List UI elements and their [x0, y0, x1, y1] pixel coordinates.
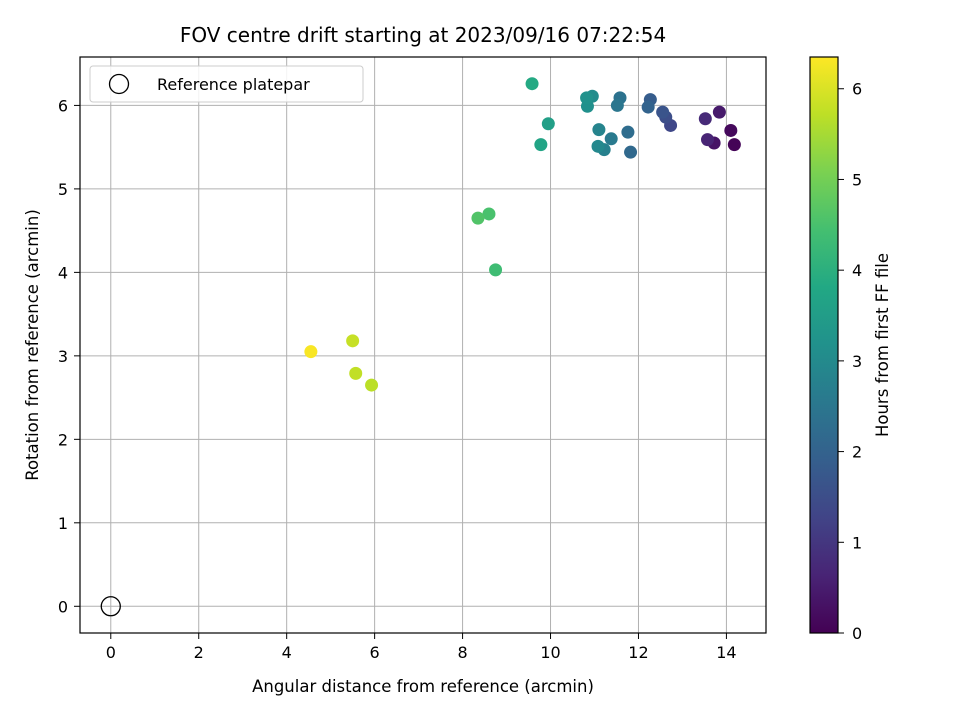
- data-point: [641, 100, 655, 114]
- reference-marker: [100, 596, 121, 617]
- data-point: [580, 91, 594, 105]
- x-tick-label: 0: [106, 643, 116, 662]
- data-point: [656, 105, 670, 119]
- y-tick-label: 4: [58, 263, 68, 282]
- legend: Reference platepar: [89, 65, 364, 103]
- data-point: [701, 133, 715, 147]
- data-point: [365, 378, 379, 392]
- colorbar-tick-label: 4: [852, 261, 862, 280]
- data-point: [489, 263, 503, 277]
- data-point: [621, 125, 635, 139]
- legend-box: [89, 65, 364, 103]
- plot-frame: [79, 56, 767, 634]
- y-tick-label: 2: [58, 430, 68, 449]
- grid: [80, 57, 766, 633]
- data-point: [482, 207, 496, 221]
- data-point: [525, 77, 539, 91]
- y-axis-ticks: 0 1 2 3 4 5 6: [58, 96, 80, 616]
- chart-title: FOV centre drift starting at 2023/09/16 …: [180, 23, 666, 47]
- data-point: [592, 123, 606, 137]
- colorbar-tick-label: 1: [852, 533, 862, 552]
- x-tick-label: 10: [540, 643, 560, 662]
- colorbar-ticks: 0 1 2 3 4 5 6: [838, 80, 862, 643]
- y-tick-label: 1: [58, 514, 68, 533]
- colorbar-tick-label: 3: [852, 352, 862, 371]
- legend-label: Reference platepar: [157, 75, 310, 94]
- data-point: [727, 138, 741, 152]
- x-tick-label: 14: [716, 643, 736, 662]
- y-tick-label: 5: [58, 180, 68, 199]
- reference-point: [100, 596, 121, 617]
- data-point: [541, 117, 555, 131]
- x-tick-label: 2: [194, 643, 204, 662]
- colorbar-tick-label: 2: [852, 443, 862, 462]
- data-point: [610, 98, 624, 112]
- y-axis-label: Rotation from reference (arcmin): [23, 209, 42, 481]
- data-point: [349, 366, 363, 380]
- colorbar-label: Hours from first FF file: [873, 253, 892, 437]
- data-point: [304, 345, 318, 359]
- x-axis-label: Angular distance from reference (arcmin): [252, 677, 594, 696]
- x-tick-label: 8: [457, 643, 467, 662]
- x-tick-label: 12: [628, 643, 648, 662]
- y-tick-label: 3: [58, 347, 68, 366]
- x-tick-label: 4: [282, 643, 292, 662]
- y-tick-label: 6: [58, 96, 68, 115]
- data-point: [698, 112, 712, 126]
- colorbar-tick-label: 0: [852, 624, 862, 643]
- colorbar-tick-label: 6: [852, 80, 862, 99]
- x-axis-ticks: 0 2 4 6 8 10 12 14: [106, 633, 737, 662]
- colorbar-tick-label: 5: [852, 170, 862, 189]
- data-point: [591, 139, 605, 153]
- data-point: [624, 145, 638, 159]
- data-point: [471, 211, 485, 225]
- data-point: [604, 132, 618, 146]
- data-point: [724, 123, 738, 137]
- y-tick-label: 0: [58, 597, 68, 616]
- legend-marker-icon: [108, 73, 130, 95]
- colorbar: 0 1 2 3 4 5 6 Hours from first FF file: [809, 56, 892, 643]
- x-tick-label: 6: [370, 643, 380, 662]
- data-point: [712, 105, 726, 119]
- data-points: [304, 77, 741, 392]
- data-point: [346, 334, 360, 348]
- data-point: [534, 138, 548, 152]
- colorbar-gradient: [809, 56, 839, 634]
